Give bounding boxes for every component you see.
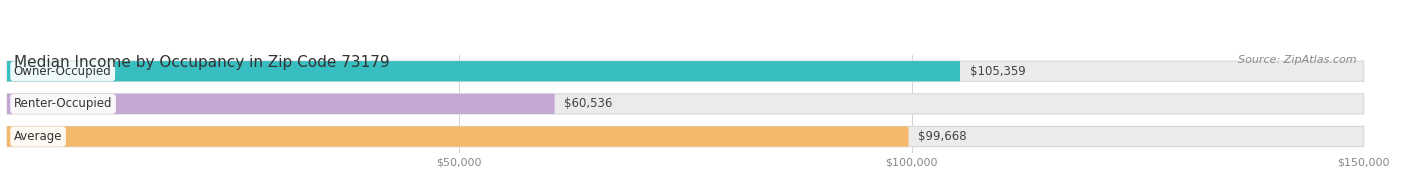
FancyBboxPatch shape [7, 61, 1364, 81]
Text: $60,536: $60,536 [564, 97, 613, 110]
Text: Median Income by Occupancy in Zip Code 73179: Median Income by Occupancy in Zip Code 7… [14, 55, 389, 70]
Text: Owner-Occupied: Owner-Occupied [14, 65, 111, 78]
FancyBboxPatch shape [7, 61, 960, 81]
FancyBboxPatch shape [7, 94, 1364, 114]
Text: Source: ZipAtlas.com: Source: ZipAtlas.com [1239, 55, 1357, 65]
FancyBboxPatch shape [7, 94, 554, 114]
FancyBboxPatch shape [7, 126, 1364, 147]
Text: $105,359: $105,359 [970, 65, 1025, 78]
Text: Renter-Occupied: Renter-Occupied [14, 97, 112, 110]
Text: Average: Average [14, 130, 62, 143]
FancyBboxPatch shape [7, 126, 908, 147]
Text: $99,668: $99,668 [918, 130, 967, 143]
